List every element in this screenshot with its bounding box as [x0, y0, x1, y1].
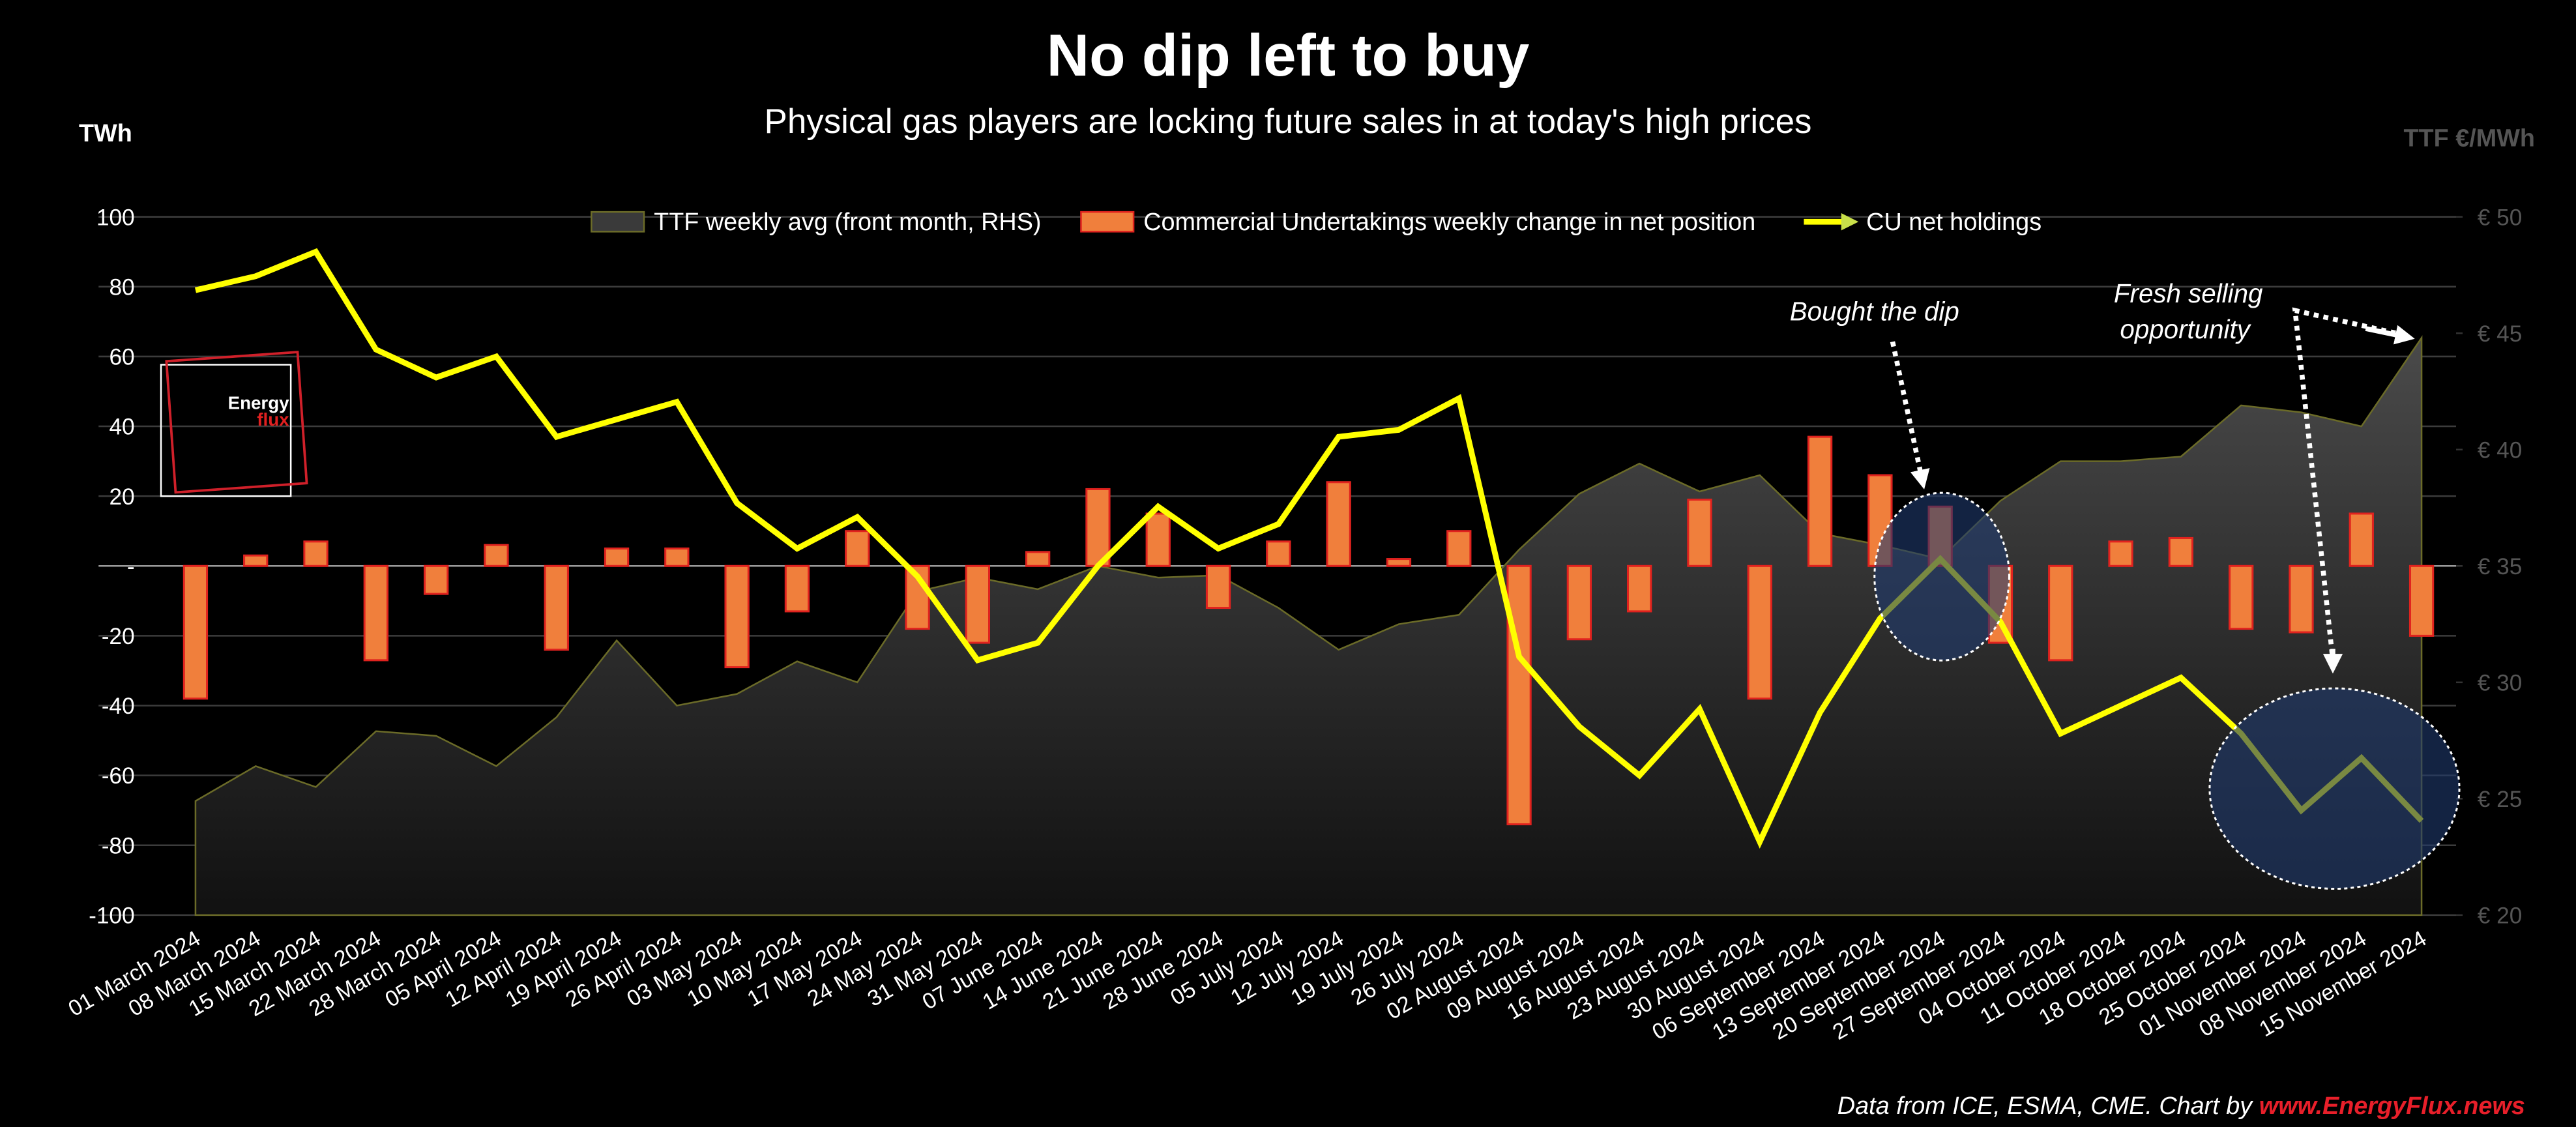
annotation: Fresh selling — [2114, 278, 2263, 308]
bar — [484, 544, 509, 567]
y-tick-label: 40 — [109, 415, 134, 440]
y-tick-label: 20 — [109, 484, 134, 510]
bar — [1807, 435, 1833, 567]
bar — [1205, 564, 1231, 609]
area — [194, 335, 2423, 916]
bar — [1025, 551, 1051, 567]
bar — [303, 540, 329, 567]
legend-swatch — [1080, 211, 1135, 233]
y-tick-label: -80 — [102, 833, 135, 858]
bar — [1627, 564, 1652, 613]
footer: Data from ICE, ESMA, CME. Chart by www.E… — [1837, 1092, 2525, 1120]
y-tick-label: -60 — [102, 763, 135, 789]
logo: Energy flux — [160, 351, 308, 497]
highlight-circle — [2208, 687, 2461, 890]
bar — [784, 564, 810, 613]
legend-swatch — [591, 211, 645, 233]
bar — [1566, 564, 1592, 641]
y2-tick-label: € 50 — [2478, 205, 2523, 230]
logo-box-red — [165, 351, 308, 494]
legend-label: CU net holdings — [1866, 209, 2042, 236]
bar — [1085, 488, 1111, 567]
logo-box — [160, 364, 292, 497]
legend-label: Commercial Undertakings weekly change in… — [1143, 209, 1755, 236]
y2-tick-label: € 40 — [2478, 437, 2523, 463]
bar — [2229, 564, 2254, 630]
bar — [1687, 499, 1712, 567]
y-tick-label: -20 — [102, 624, 135, 649]
annotation: Bought the dip — [1790, 296, 1959, 326]
bar — [544, 564, 569, 651]
y-tick-label: -40 — [102, 694, 135, 719]
bar — [2289, 564, 2314, 634]
y2-tick-label: € 25 — [2478, 787, 2523, 812]
y2-tick-label: € 35 — [2478, 554, 2523, 579]
y-tick-label: -100 — [89, 903, 135, 928]
bar — [423, 564, 449, 595]
legend-label: TTF weekly avg (front month, RHS) — [654, 209, 1041, 236]
subtitle: Physical gas players are locking future … — [765, 102, 1812, 141]
bar — [1386, 558, 1412, 567]
bar — [664, 547, 690, 567]
bar — [1446, 530, 1472, 567]
bar — [2408, 564, 2435, 637]
bar — [243, 554, 269, 567]
logo-text: Energy — [228, 393, 290, 413]
footer-text: Data from ICE, ESMA, CME. Chart by — [1837, 1092, 2259, 1120]
annotation-arrow — [2365, 325, 2415, 345]
title: No dip left to buy — [1047, 23, 1530, 89]
bar — [1266, 540, 1291, 567]
bar — [604, 547, 630, 567]
bar — [1506, 564, 1532, 826]
bar — [2048, 564, 2073, 662]
bar — [2168, 536, 2194, 567]
y-tick-label: 60 — [109, 345, 134, 370]
annotation: opportunity — [2120, 314, 2251, 344]
bar — [845, 530, 870, 567]
y-tick-label: - — [127, 554, 135, 579]
y2-tick-label: € 45 — [2478, 321, 2523, 347]
y-tick-label: 100 — [96, 205, 135, 230]
annotation-arrow — [2292, 307, 2406, 661]
bar — [2108, 540, 2133, 567]
y2-tick-label: € 20 — [2478, 903, 2523, 928]
bar — [363, 564, 388, 662]
bar — [2349, 512, 2374, 567]
bar — [183, 564, 209, 700]
footer-link: www.EnergyFlux.news — [2259, 1092, 2525, 1120]
y-tick-label: 80 — [109, 274, 134, 300]
logo-text: flux — [257, 409, 289, 430]
y2-axis-label: TTF €/MWh — [2403, 124, 2535, 152]
line — [194, 248, 2424, 849]
bar — [1145, 512, 1171, 567]
highlight-circle — [1873, 491, 2010, 662]
bar — [1747, 564, 1772, 700]
bar — [724, 564, 750, 669]
bar — [965, 564, 991, 644]
y2-tick-label: € 30 — [2478, 670, 2523, 695]
annotation-arrow — [1890, 341, 1930, 490]
y-axis-label: TWh — [79, 120, 132, 147]
bar — [1326, 481, 1351, 567]
